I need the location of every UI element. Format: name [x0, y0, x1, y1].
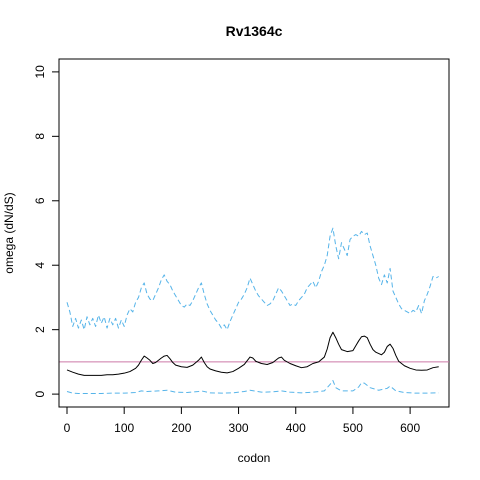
y-axis-label: omega (dN/dS): [2, 192, 16, 273]
plot-area: [59, 227, 449, 394]
y-tick-label: 0: [33, 390, 47, 397]
x-tick-label: 500: [343, 421, 363, 435]
x-tick-label: 600: [400, 421, 420, 435]
x-axis-label: codon: [238, 451, 271, 465]
series-line-lower-bound: [66, 380, 439, 394]
plot-frame: [58, 58, 450, 408]
x-tick-label: 200: [171, 421, 191, 435]
x-axis: 0 100 200 300 400 500 600: [64, 406, 420, 435]
y-tick-label: 10: [33, 65, 47, 79]
x-tick-label: 100: [114, 421, 134, 435]
y-tick-label: 4: [33, 262, 47, 269]
x-tick-label: 300: [229, 421, 249, 435]
y-tick-label: 2: [33, 326, 47, 333]
y-tick-label: 6: [33, 197, 47, 204]
x-tick-label: 400: [286, 421, 306, 435]
series-line-upper-bound: [66, 227, 439, 331]
chart-title: Rv1364c: [226, 23, 283, 39]
x-tick-label: 0: [64, 421, 71, 435]
y-axis: 0 2 4 6 8 10: [33, 65, 60, 397]
y-tick-label: 8: [33, 133, 47, 140]
series-line-omega: [66, 331, 439, 376]
